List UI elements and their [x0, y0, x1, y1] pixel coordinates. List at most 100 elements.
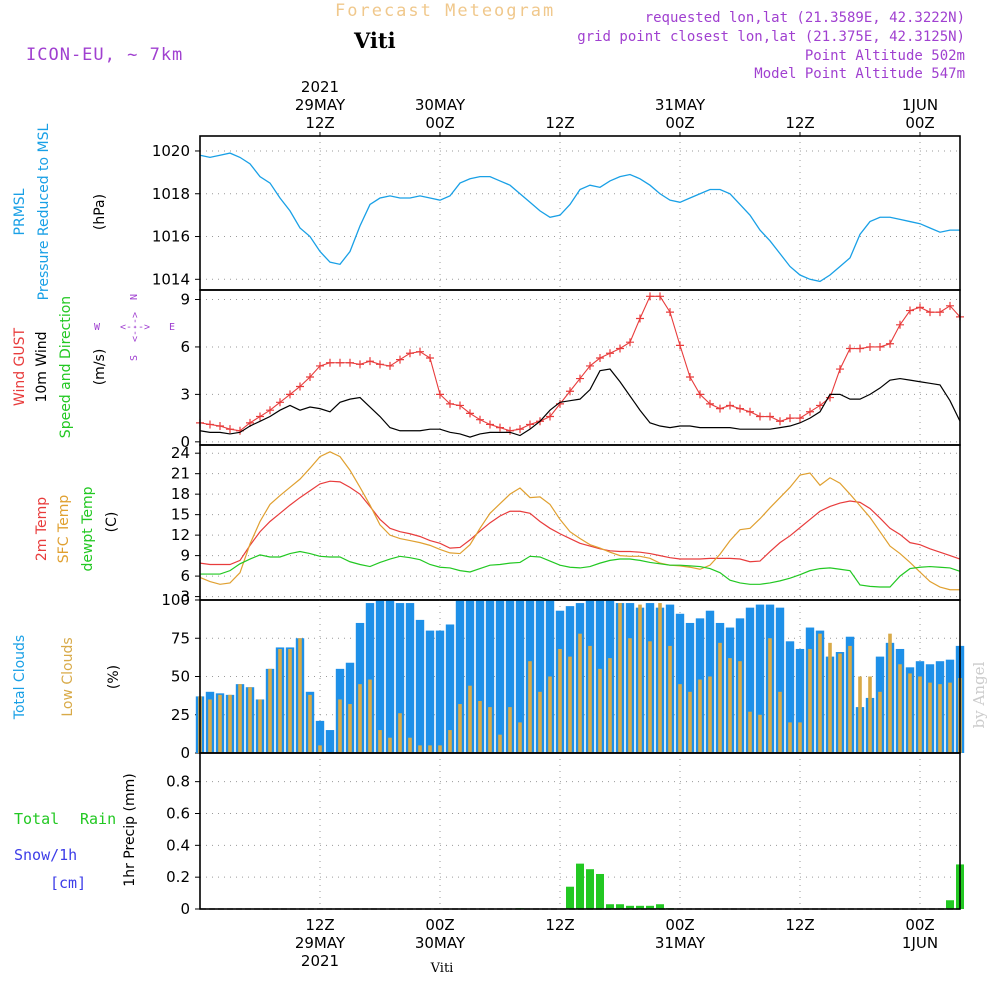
total-cloud-bar — [505, 600, 515, 753]
label-percent: (%) — [106, 665, 122, 689]
model-point-altitude: Model Point Altitude 547m — [754, 66, 965, 82]
total-cloud-bar — [415, 619, 425, 753]
wind-gust-marker — [366, 357, 374, 366]
total-cloud-bar — [495, 600, 505, 753]
low-cloud-bar — [228, 694, 232, 753]
low-cloud-bar — [648, 641, 652, 753]
wind-gust-marker — [586, 361, 594, 370]
top-time-label-0-1: 29MAY — [295, 96, 346, 114]
ytick-label-precipitation-2: 0.4 — [166, 836, 190, 854]
station-title: Viti — [353, 28, 396, 53]
low-cloud-bar — [678, 684, 682, 753]
wind-gust-marker — [626, 338, 634, 347]
top-time-label-4-0: 12Z — [785, 114, 814, 132]
total-cloud-bar — [465, 600, 475, 753]
top-time-label-1-0: 00Z — [425, 114, 454, 132]
total-cloud-bar — [685, 622, 695, 753]
bottom-time-label-0-2: 2021 — [301, 952, 339, 970]
ytick-label-wind-2: 6 — [180, 338, 190, 356]
bottom-time-label-5-1: 1JUN — [902, 934, 938, 952]
wind-gust-marker — [666, 308, 674, 317]
rain-bar — [576, 863, 584, 909]
label-ms: (m/s) — [92, 349, 108, 386]
low-cloud-bar — [358, 684, 362, 753]
credit-watermark: by Angel — [970, 661, 988, 728]
label-1hr-precip: 1hr Precip (mm) — [122, 773, 138, 886]
low-cloud-bar — [928, 682, 932, 753]
bottom-time-label-1-0: 00Z — [425, 916, 454, 934]
frame-wind — [199, 289, 961, 446]
ytick-label-pressure-0: 1014 — [152, 270, 190, 288]
wind-gust-marker — [816, 401, 824, 410]
wind-gust-marker — [576, 374, 584, 383]
wind-gust-marker — [256, 412, 264, 421]
wind-gust-marker — [646, 292, 654, 301]
total-cloud-bar — [395, 603, 405, 753]
wind-gust-marker — [526, 420, 534, 429]
rain-bar — [946, 900, 954, 909]
wind-gust-marker — [746, 407, 754, 416]
low-cloud-bar — [868, 676, 872, 753]
pressure-labels: PRMSL Pressure Reduced to MSL (hPa) — [12, 123, 108, 300]
compass-n: N — [129, 294, 140, 300]
low-cloud-bar — [378, 730, 382, 753]
low-cloud-bar — [808, 648, 812, 753]
label-celsius: (C) — [104, 512, 120, 533]
top-time-label-0-0: 12Z — [305, 114, 334, 132]
label-2m-temp: 2m Temp — [34, 497, 50, 561]
wind-gust-marker — [276, 398, 284, 407]
total-cloud-bar — [485, 600, 495, 753]
rain-bar — [606, 904, 614, 909]
ytick-label-clouds-2: 50 — [171, 668, 190, 686]
low-cloud-bar — [618, 603, 622, 753]
total-cloud-bar — [445, 624, 455, 753]
ytick-label-temperature-2: 9 — [180, 547, 190, 565]
label-wind-gust: Wind GUST — [12, 327, 28, 406]
wind-gust-marker — [386, 361, 394, 370]
wind-gust-marker — [906, 306, 914, 315]
t2m-line — [199, 480, 961, 566]
low-cloud-bar — [778, 691, 782, 753]
low-cloud-bar — [788, 722, 792, 753]
wind-gust-marker — [356, 360, 364, 369]
low-cloud-bar — [838, 653, 842, 753]
low-cloud-bar — [828, 642, 832, 753]
low-cloud-bar — [948, 682, 952, 753]
wind-gust-marker — [346, 358, 354, 367]
wind-gust-marker — [866, 342, 874, 351]
low-cloud-bar — [298, 638, 302, 753]
bottom-time-label-3-1: 31MAY — [655, 934, 706, 952]
bottom-time-label-2-0: 12Z — [545, 916, 574, 934]
wind-gust-marker — [856, 344, 864, 353]
rain-bar — [636, 905, 644, 909]
total-cloud-bar — [385, 600, 395, 753]
wind-gust-marker — [216, 422, 224, 431]
grid-point-location: grid point closest lon,lat (21.375E, 42.… — [577, 29, 965, 45]
low-cloud-bar — [338, 699, 342, 753]
top-time-label-1-1: 30MAY — [415, 96, 466, 114]
low-cloud-bar — [548, 676, 552, 753]
wind-gust-marker — [306, 372, 314, 381]
wind-gust-marker — [616, 344, 624, 353]
low-cloud-bar — [478, 700, 482, 753]
wind-gust-marker — [936, 308, 944, 317]
label-total-clouds: Total Clouds — [12, 635, 28, 720]
rain-bar — [596, 873, 604, 909]
wind-gust-marker — [926, 308, 934, 317]
low-cloud-bar — [208, 699, 212, 753]
low-cloud-bar — [638, 604, 642, 753]
low-cloud-bar — [588, 645, 592, 753]
total-cloud-bar — [675, 613, 685, 753]
wind-gust-marker — [886, 339, 894, 348]
low-cloud-bar — [398, 713, 402, 753]
wind-gust-marker — [446, 399, 454, 408]
wind-gust-marker — [726, 401, 734, 410]
wind-gust-marker — [546, 412, 554, 421]
wind-gust-marker — [296, 382, 304, 391]
low-cloud-bar — [268, 668, 272, 753]
low-cloud-bar — [388, 737, 392, 753]
model-label: ICON-EU, ~ 7km — [26, 45, 183, 65]
ytick-label-temperature-3: 12 — [171, 526, 190, 544]
total-cloud-bar — [785, 641, 795, 753]
